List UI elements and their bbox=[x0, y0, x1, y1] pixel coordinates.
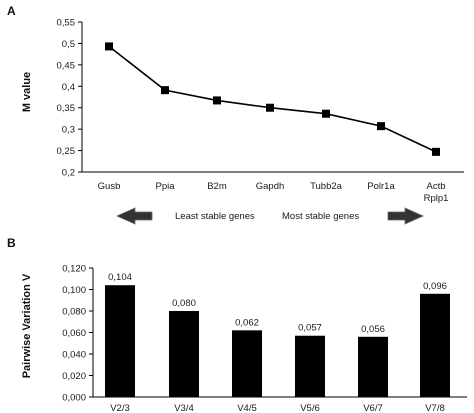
m-value-x-tick-label: Actb bbox=[426, 181, 445, 192]
m-value-point bbox=[432, 147, 440, 156]
m-value-x-tick-label: Gapdh bbox=[256, 181, 285, 192]
m-value-point bbox=[105, 42, 113, 51]
pairwise-variation-data-label: 0,057 bbox=[298, 323, 322, 334]
pairwise-variation-y-tick-label: 0,080 bbox=[62, 307, 86, 318]
m-value-series-line bbox=[108, 45, 437, 153]
pairwise-variation-y-axis-title: Pairwise Variation V bbox=[21, 273, 33, 378]
m-value-y-tick-label: 0,45 bbox=[57, 60, 76, 71]
pairwise-variation-bar bbox=[169, 311, 199, 397]
m-value-x-tick-label: B2m bbox=[207, 181, 227, 192]
m-value-x-tick-label: Gusb bbox=[98, 181, 121, 192]
left-arrow-icon bbox=[116, 207, 153, 225]
right-arrow-icon bbox=[387, 207, 424, 225]
m-value-x-tick-label: Rplp1 bbox=[424, 193, 449, 204]
m-value-y-tick-label: 0,5 bbox=[62, 39, 75, 50]
pairwise-variation-bar bbox=[358, 336, 388, 397]
m-value-y-axis-title: M value bbox=[21, 72, 33, 112]
m-value-y-tick-label: 0,3 bbox=[62, 125, 75, 136]
pairwise-variation-y-tick-label: 0,060 bbox=[62, 328, 86, 339]
m-value-y-tick-label: 0,4 bbox=[62, 82, 75, 93]
pairwise-variation-y-tick-label: 0,000 bbox=[62, 393, 86, 404]
pairwise-variation-data-label: 0,096 bbox=[423, 281, 447, 292]
m-value-y-tick-label: 0,2 bbox=[62, 168, 75, 179]
pairwise-variation-y-tick-label: 0,020 bbox=[62, 371, 86, 382]
m-value-point bbox=[213, 96, 221, 105]
pairwise-variation-data-label: 0,080 bbox=[172, 298, 196, 309]
m-value-point bbox=[377, 122, 385, 131]
m-value-y-tick-label: 0,55 bbox=[57, 18, 76, 29]
pairwise-variation-x-tick-label: V6/7 bbox=[363, 403, 383, 413]
most-stable-genes-caption: Most stable genes bbox=[282, 211, 359, 222]
m-value-y-tick-label: 0,35 bbox=[57, 103, 76, 114]
pairwise-variation-y-tick-label: 0,040 bbox=[62, 350, 86, 361]
m-value-line-chart: M value 0,2 0,25 0,3 0,35 0,4 0,45 0,5 0,55 Gus… bbox=[21, 18, 464, 204]
pairwise-variation-y-tick-label: 0,120 bbox=[62, 264, 86, 275]
m-value-x-tick-label: Polr1a bbox=[367, 181, 395, 192]
pairwise-variation-bar bbox=[105, 285, 135, 397]
pairwise-variation-data-label: 0,062 bbox=[235, 317, 259, 328]
pairwise-variation-y-tick-label: 0,100 bbox=[62, 285, 86, 296]
m-value-point bbox=[322, 109, 330, 118]
pairwise-variation-x-tick-label: V2/3 bbox=[110, 403, 130, 413]
pairwise-variation-data-label: 0,104 bbox=[108, 272, 132, 283]
panel-a-label: A bbox=[7, 4, 16, 18]
pairwise-variation-x-tick-label: V7/8 bbox=[425, 403, 445, 413]
pairwise-variation-data-label: 0,056 bbox=[361, 324, 385, 335]
m-value-x-tick-label: Tubb2a bbox=[310, 181, 343, 192]
panel-b-label: B bbox=[7, 236, 16, 250]
pairwise-variation-bar-chart: Pairwise Variation V 0,000 0,020 0,040 0,06… bbox=[21, 264, 467, 413]
m-value-y-tick-label: 0,25 bbox=[57, 146, 76, 157]
m-value-point bbox=[161, 86, 169, 95]
pairwise-variation-x-tick-label: V3/4 bbox=[174, 403, 194, 413]
pairwise-variation-bar bbox=[232, 330, 262, 397]
pairwise-variation-bar bbox=[295, 335, 325, 397]
pairwise-variation-bar bbox=[420, 293, 450, 397]
m-value-x-tick-label: Ppia bbox=[155, 181, 175, 192]
m-value-point bbox=[266, 103, 274, 112]
least-stable-genes-caption: Least stable genes bbox=[175, 211, 255, 222]
stability-arrows: Least stable genes Most stable genes bbox=[116, 207, 424, 225]
pairwise-variation-x-tick-label: V4/5 bbox=[237, 403, 257, 413]
pairwise-variation-x-tick-label: V5/6 bbox=[300, 403, 320, 413]
